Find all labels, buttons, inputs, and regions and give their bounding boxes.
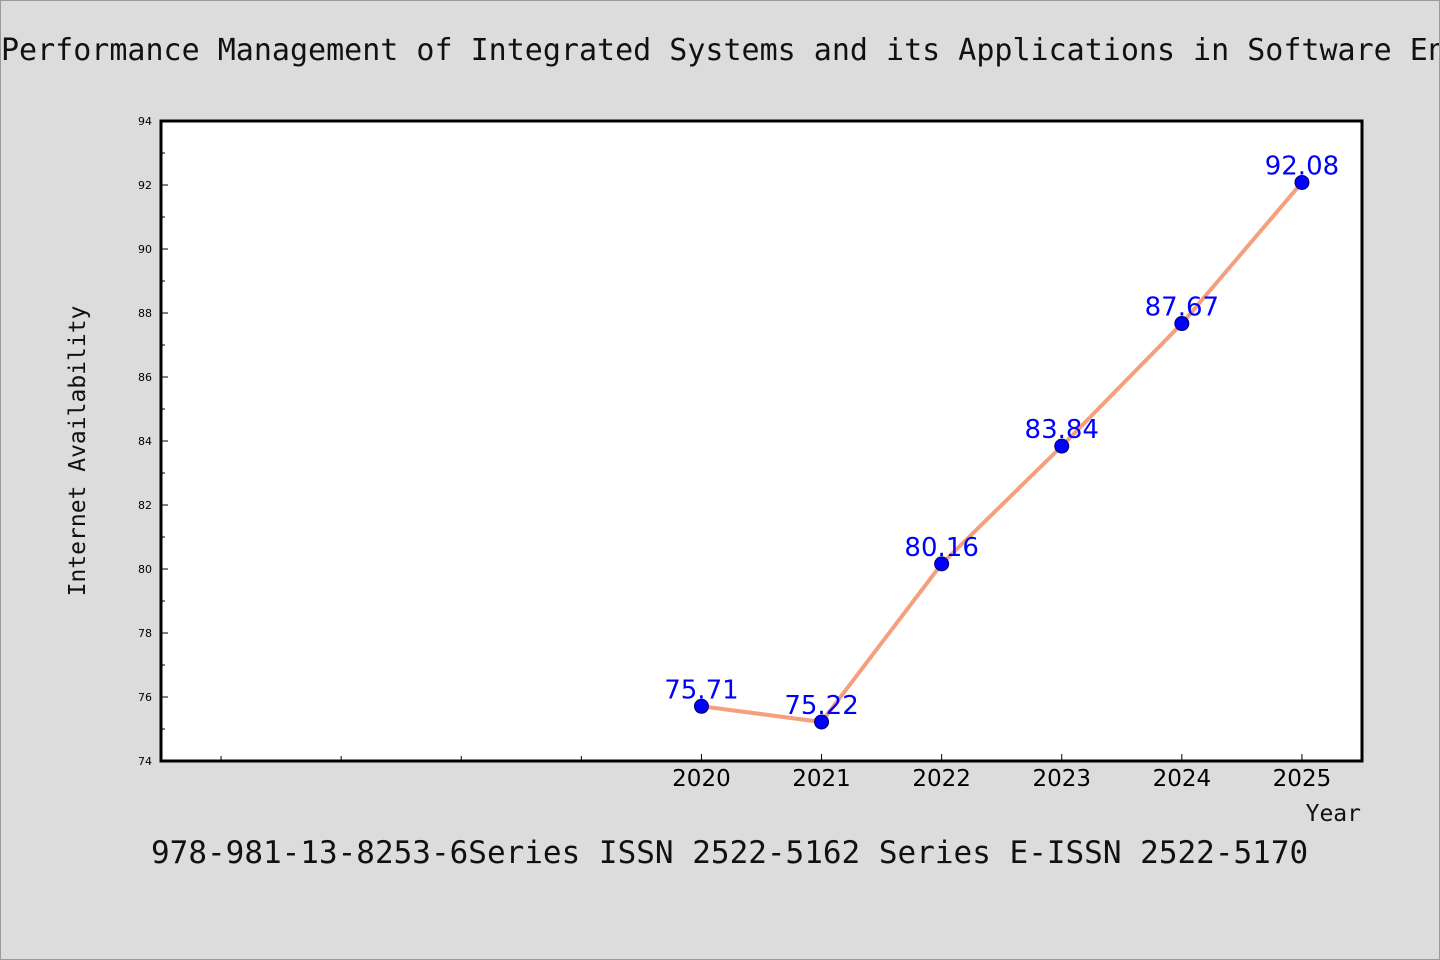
- data-point: [1054, 438, 1070, 454]
- data-point: [693, 698, 709, 714]
- data-point: [814, 714, 830, 730]
- x-tick-label: 2023: [1032, 766, 1091, 792]
- x-tick-label: 2021: [792, 766, 851, 792]
- data-point: [1174, 316, 1190, 332]
- plot-area: [159, 119, 1364, 763]
- y-tick-label: 92: [138, 179, 152, 192]
- y-tick-label: 90: [138, 243, 152, 256]
- series-line: [701, 181, 1304, 724]
- data-point: [934, 556, 950, 572]
- x-axis-label: Year: [1306, 801, 1361, 827]
- series-internet-availability: [693, 174, 1310, 730]
- y-tick-label: 76: [138, 691, 152, 704]
- x-tick-label: 2025: [1273, 766, 1332, 792]
- y-tick-label: 88: [138, 307, 152, 320]
- y-tick-label: 84: [138, 435, 152, 448]
- data-label: 75.22: [784, 691, 858, 721]
- y-tick-label: 80: [138, 563, 152, 576]
- y-axis-label: Internet Availability: [65, 306, 91, 597]
- page-title: Performance Management of Integrated Sys…: [1, 33, 1439, 68]
- y-tick-label: 78: [138, 627, 152, 640]
- data-label: 92.08: [1265, 151, 1339, 181]
- x-axis-ticks: 2020 2021 2022 2023 2024 2025: [220, 754, 1332, 792]
- x-tick-label: 2024: [1153, 766, 1212, 792]
- data-label: 80.16: [904, 533, 978, 563]
- data-labels: 75.71 75.22 80.16 83.84 87.67 92.08: [664, 151, 1339, 721]
- y-tick-label: 94: [138, 115, 152, 128]
- y-tick-label: 74: [138, 755, 152, 768]
- y-tick-label: 82: [138, 499, 152, 512]
- isbn-footer: 978-981-13-8253-6Series ISSN 2522-5162 S…: [151, 835, 1309, 871]
- x-tick-label: 2020: [672, 766, 731, 792]
- data-label: 83.84: [1025, 415, 1099, 445]
- data-label: 75.71: [664, 675, 738, 705]
- y-axis-ticks: 74 76 78 80 82 84 86 88 90 92 94: [138, 115, 168, 768]
- x-tick-label: 2022: [912, 766, 971, 792]
- data-label: 87.67: [1145, 293, 1219, 323]
- y-tick-label: 86: [138, 371, 152, 384]
- data-point: [1294, 174, 1310, 190]
